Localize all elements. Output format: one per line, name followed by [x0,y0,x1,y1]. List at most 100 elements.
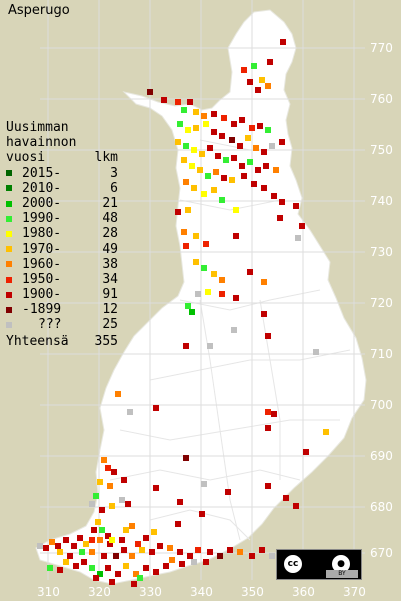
grid-lines [40,0,365,580]
legend-swatch [6,170,12,177]
legend-swatch [6,200,12,207]
observation-square [179,561,185,567]
legend-row: 2015- 3 [6,166,118,181]
observation-square [175,139,181,145]
observation-square [63,537,69,543]
legend-row-count: 49 [102,241,118,257]
observation-square [219,277,225,283]
x-tick-label: 360 [292,585,315,599]
observation-square [149,549,155,555]
legend-row-count: 91 [102,287,118,303]
legend-row: 1960- 38 [6,257,118,272]
observation-square [107,541,113,547]
observation-square [129,523,135,529]
observation-square [203,559,209,565]
x-tick-label: 350 [241,585,264,599]
observation-square [181,107,187,113]
observation-square [95,519,101,525]
observation-square [151,529,157,535]
legend-swatch [6,306,12,313]
observation-square [93,575,99,581]
observation-square [247,269,253,275]
x-tick-label: 340 [190,585,213,599]
y-tick-label: 690 [370,449,393,463]
observation-square [269,143,275,149]
observation-square [107,483,113,489]
legend-row-count: 3 [110,165,118,181]
observation-square [99,527,105,533]
observation-square [263,163,269,169]
legend-row-label: 2000- [22,195,62,211]
legend-row: 2010- 6 [6,181,118,196]
observation-square [109,579,115,585]
legend-row: 1970- 49 [6,242,118,257]
observation-square [175,209,181,215]
legend-row: 1950- 34 [6,272,118,287]
y-tick-label: 720 [370,296,393,310]
observation-square [195,547,201,553]
observation-square [191,559,197,565]
observation-square [267,59,273,65]
observation-square [37,543,43,549]
observation-square [187,553,193,559]
observation-square [271,411,277,417]
observation-square [135,541,141,547]
observation-square [265,483,271,489]
observation-square [55,543,61,549]
observation-square [191,147,197,153]
legend-row-count: 38 [102,256,118,272]
legend-row-label: -1899 [22,302,62,318]
observation-square [139,547,145,553]
axis-ticks: 310 320 330 340 350 360 370 770 760 750 740 730 720 7… [37,41,393,599]
observation-square [181,229,187,235]
observation-square [203,121,209,127]
observation-square [185,303,191,309]
observation-square [143,565,149,571]
observation-square [199,511,205,517]
observation-square [181,157,187,163]
observation-square [205,173,211,179]
observation-square [225,489,231,495]
observation-square [229,177,235,183]
observation-square [187,99,193,105]
observation-square [113,553,119,559]
observation-square [183,143,189,149]
observation-square [81,559,87,565]
legend-col-year: vuosi [6,150,46,166]
observation-square [205,289,211,295]
legend-row-count: 48 [102,211,118,227]
observation-square [143,535,149,541]
y-tick-label: 750 [370,143,393,157]
observation-square [101,457,107,463]
legend-swatch [6,185,12,192]
observation-square [251,63,257,69]
observation-square [163,563,169,569]
observation-square [259,77,265,83]
observation-square [49,539,55,545]
observation-square [175,521,181,527]
observation-square [221,175,227,181]
legend-row-count: 34 [102,271,118,287]
observation-square [183,179,189,185]
y-tick-label: 700 [370,398,393,412]
legend-swatch [6,246,12,253]
observation-square [109,503,115,509]
observation-square [97,571,103,577]
observation-square [253,145,259,151]
observation-square [89,565,95,571]
observation-square [177,499,183,505]
observation-square [201,191,207,197]
observation-square [293,503,299,509]
observation-square [43,545,49,551]
observation-square [283,495,289,501]
observation-square [247,79,253,85]
observation-square [157,543,163,549]
observation-square [261,279,267,285]
observation-square [257,123,263,129]
observation-square [129,553,135,559]
observation-square [233,207,239,213]
observation-square [241,67,247,73]
observation-square [115,571,121,577]
observation-square [255,87,261,93]
legend-row-label: ??? [38,317,62,333]
